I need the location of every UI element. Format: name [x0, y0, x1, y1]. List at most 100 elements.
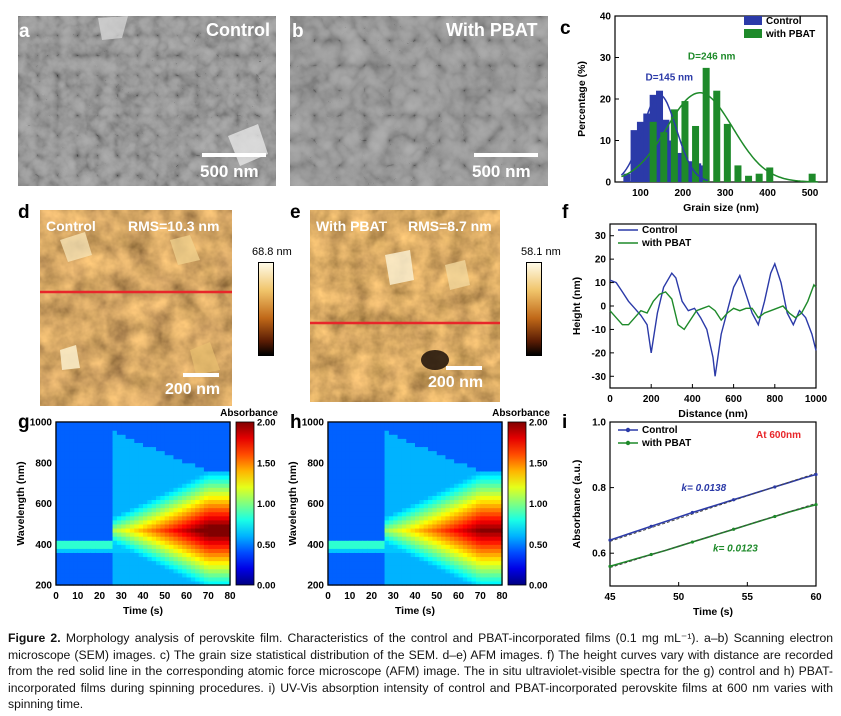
- heatmap-cell: [415, 462, 420, 468]
- colorbar-tick-label: 1.00: [529, 499, 548, 510]
- heatmap-cell: [475, 532, 481, 537]
- heatmap-cell: [371, 568, 377, 574]
- heatmap-cell: [199, 426, 205, 431]
- heatmap-cell: [384, 576, 390, 582]
- heatmap-cell: [186, 507, 192, 513]
- heatmap-cell: [358, 434, 364, 439]
- heatmap-cell: [436, 576, 442, 582]
- data-point: [608, 564, 612, 568]
- heatmap-cell: [108, 576, 114, 582]
- heatmap-cell: [208, 507, 214, 513]
- heatmap-cell: [156, 527, 161, 533]
- heatmap-cell: [432, 462, 438, 468]
- heatmap-cell: [82, 548, 88, 553]
- heatmap-cell: [177, 454, 183, 460]
- heatmap-cell: [493, 536, 499, 541]
- heatmap-cell: [73, 527, 79, 533]
- heatmap-cell: [112, 483, 118, 488]
- heatmap-cell: [199, 446, 205, 452]
- heatmap-cell: [415, 540, 420, 545]
- heatmap-cell: [358, 515, 364, 521]
- heatmap-cell: [328, 507, 333, 513]
- heatmap-cell: [182, 454, 188, 460]
- heatmap-cell: [475, 450, 481, 456]
- heatmap-cell: [458, 466, 464, 472]
- heatmap-cell: [60, 495, 66, 501]
- heatmap-cell: [410, 450, 416, 456]
- heatmap-cell: [95, 495, 101, 501]
- y-tick-label: 600: [307, 499, 324, 510]
- heatmap-cell: [195, 511, 201, 517]
- heatmap-cell: [195, 442, 201, 448]
- heatmap-cell: [475, 479, 481, 484]
- heatmap-cell: [380, 474, 386, 480]
- heatmap-cell: [134, 519, 140, 525]
- heatmap-cell: [225, 515, 231, 521]
- heatmap-cell: [332, 568, 338, 574]
- heatmap-cell: [497, 422, 503, 427]
- heatmap-cell: [484, 434, 490, 439]
- heatmap-cell: [186, 446, 192, 452]
- heatmap-cell: [90, 442, 96, 448]
- heatmap-cell: [497, 450, 503, 456]
- heatmap-cell: [86, 580, 92, 586]
- heatmap-cell: [341, 446, 346, 452]
- heatmap-cell: [371, 556, 377, 562]
- heatmap-cell: [397, 483, 403, 488]
- heatmap-cell: [125, 430, 131, 435]
- heatmap-cell: [64, 568, 70, 574]
- heatmap-cell: [371, 470, 377, 476]
- heatmap-cell: [345, 470, 351, 476]
- heatmap-cell: [73, 446, 79, 452]
- heatmap-cell: [147, 430, 153, 435]
- heatmap-cell: [428, 491, 433, 496]
- heatmap-cell: [397, 462, 403, 468]
- heatmap-cell: [488, 532, 494, 537]
- heatmap-cell: [467, 474, 473, 480]
- heatmap-cell: [332, 523, 338, 529]
- heatmap-cell: [493, 515, 499, 521]
- heatmap-cell: [164, 483, 170, 488]
- heatmap-cell: [195, 560, 201, 566]
- heatmap-cell: [358, 540, 364, 545]
- heatmap-cell: [480, 552, 486, 558]
- heatmap-cell: [436, 474, 442, 480]
- heatmap-cell: [143, 560, 148, 566]
- heatmap-cell: [156, 540, 161, 545]
- heatmap-cell: [164, 503, 170, 509]
- heatmap-cell: [467, 560, 473, 566]
- heatmap-cell: [397, 495, 403, 501]
- heatmap-cell: [182, 499, 188, 505]
- heatmap-cell: [445, 507, 451, 513]
- heatmap-cell: [190, 462, 196, 468]
- heatmap-cell: [467, 458, 473, 464]
- heatmap-cell: [380, 519, 386, 525]
- heatmap-cell: [415, 446, 420, 452]
- heatmap-cell: [108, 503, 114, 509]
- heatmap-cell: [354, 450, 360, 456]
- heatmap-cell: [177, 499, 183, 505]
- heatmap-cell: [432, 568, 438, 574]
- heatmap-cell: [406, 576, 412, 582]
- heatmap-cell: [393, 479, 399, 484]
- heatmap-cell: [358, 446, 364, 452]
- heatmap-cell: [208, 576, 214, 582]
- heatmap-cell: [203, 515, 209, 521]
- heatmap-cell: [69, 446, 74, 452]
- heatmap-cell: [208, 519, 214, 525]
- heatmap-cell: [406, 572, 412, 578]
- heatmap-cell: [467, 568, 473, 574]
- heatmap-cell: [332, 495, 338, 501]
- heatmap-cell: [410, 515, 416, 521]
- heatmap-cell: [169, 434, 175, 439]
- heatmap-cell: [397, 470, 403, 476]
- heatmap-cell: [362, 519, 368, 525]
- heatmap-cell: [56, 483, 61, 488]
- heatmap-cell: [86, 519, 92, 525]
- heatmap-cell: [147, 426, 153, 431]
- heatmap-cell: [77, 438, 83, 443]
- heatmap-cell: [432, 434, 438, 439]
- heatmap-cell: [415, 426, 420, 431]
- heatmap-cell: [125, 422, 131, 427]
- heatmap-cell: [138, 580, 144, 586]
